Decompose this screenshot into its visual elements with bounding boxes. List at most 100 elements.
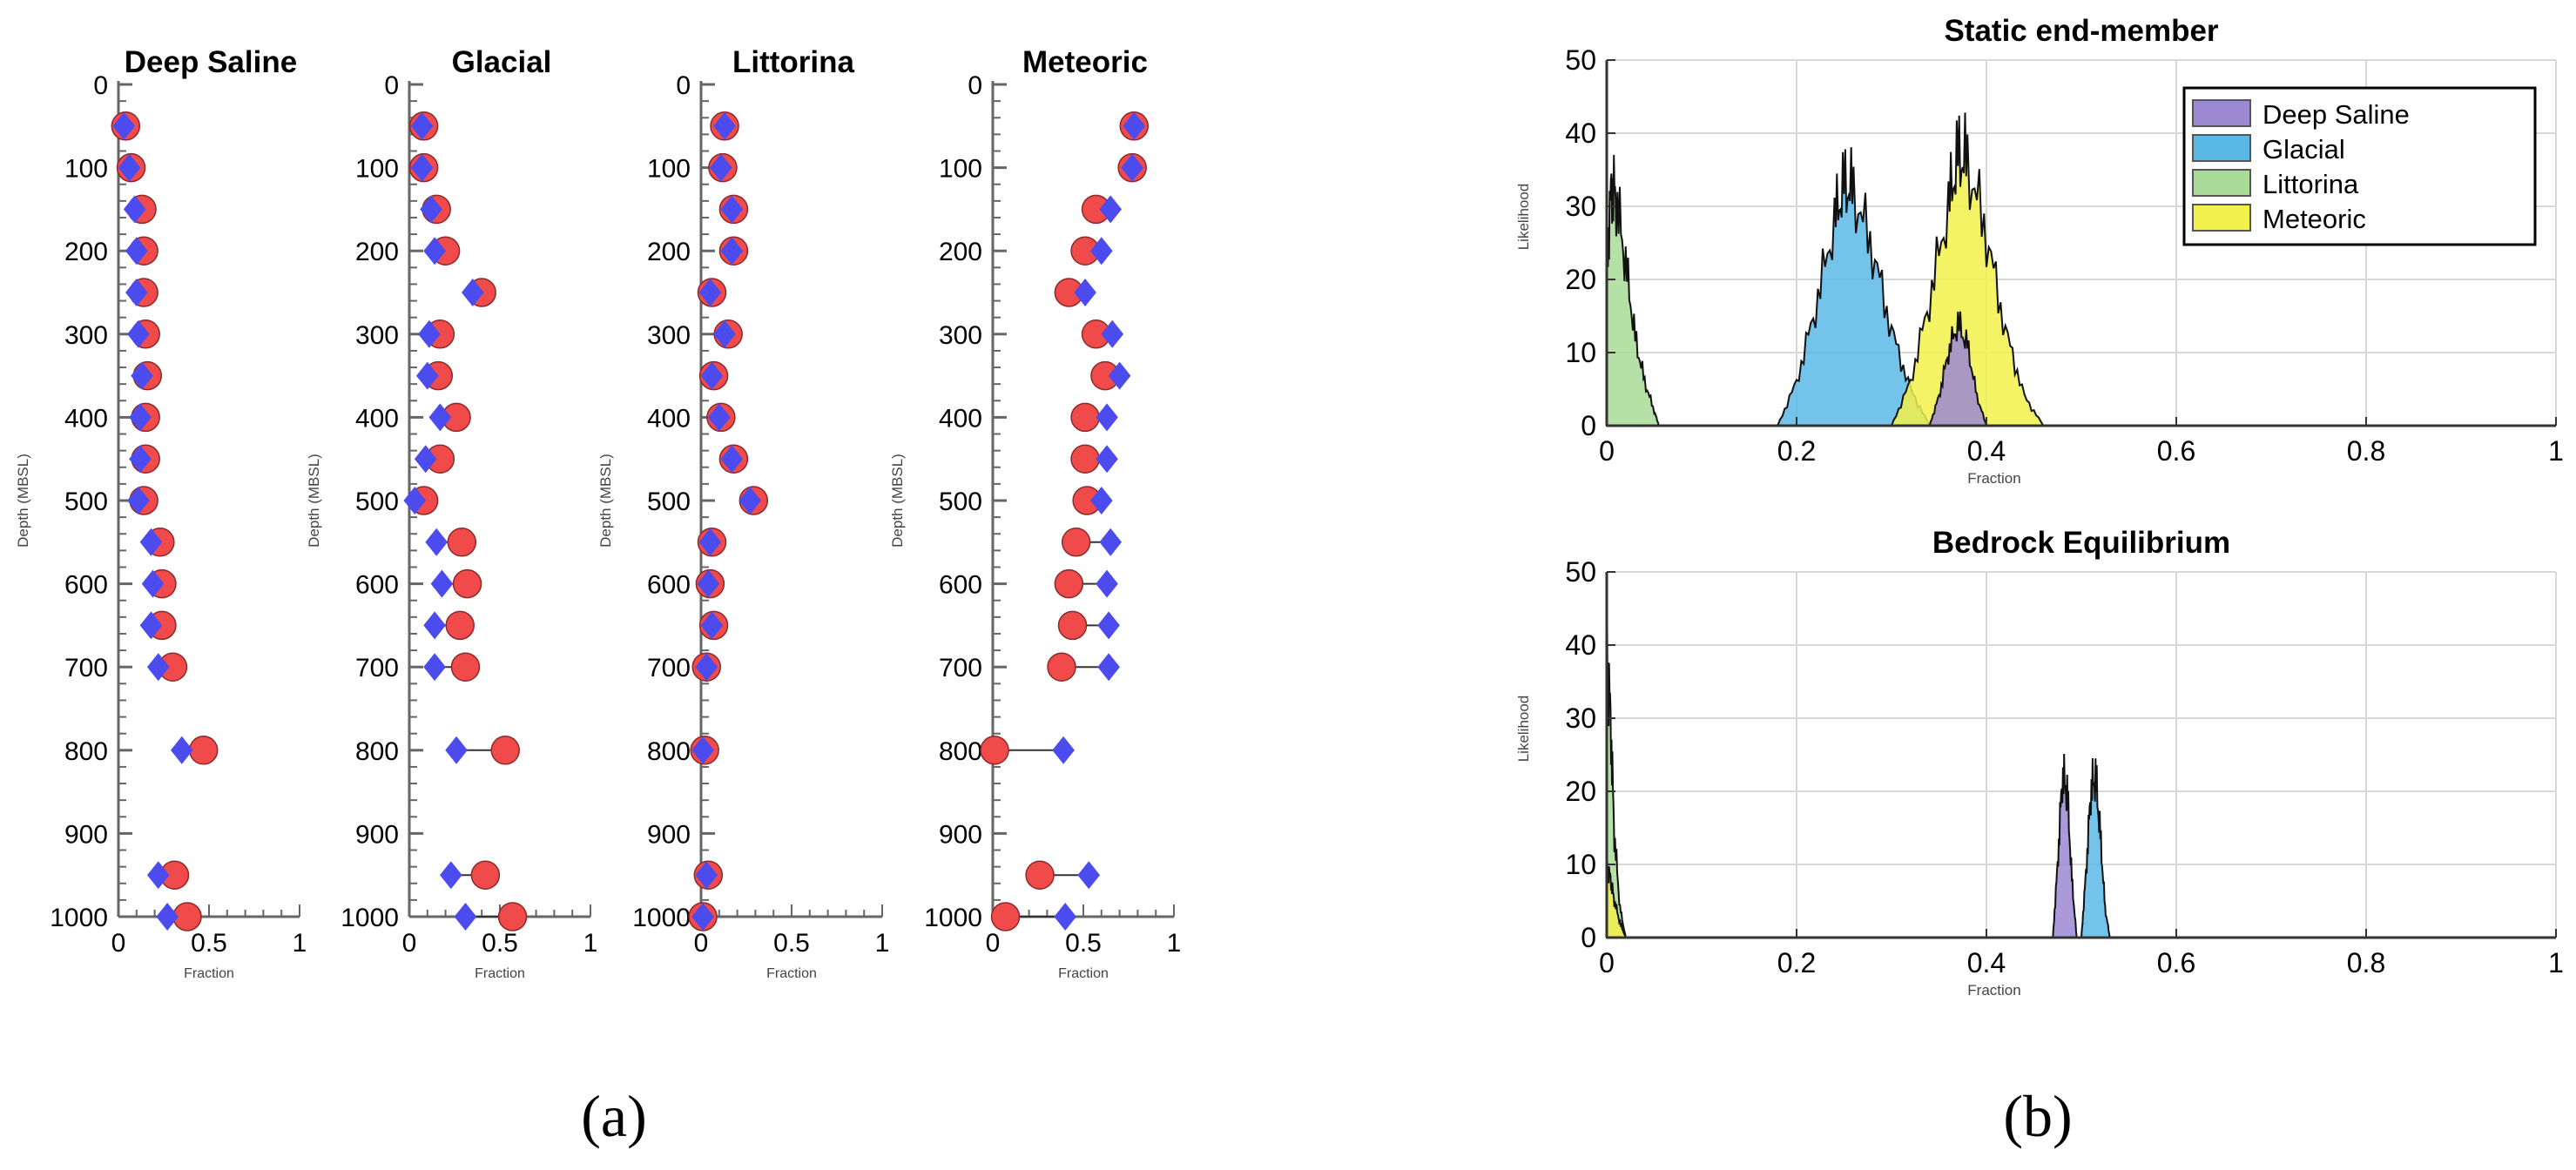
y-tick-label: 700: [647, 654, 691, 682]
y-tick-label: 0: [968, 71, 982, 100]
x-tick-label: 1: [875, 929, 890, 958]
legend-label: Deep Saline: [2262, 99, 2410, 130]
circle-point: [1054, 568, 1084, 599]
diamond-point: [420, 195, 442, 224]
circle-point: [1057, 610, 1088, 641]
x-tick-label: 0.4: [1967, 947, 2006, 978]
x-tick-label: 0: [986, 929, 1001, 958]
diamond-point: [129, 403, 152, 432]
diamond-point: [430, 569, 454, 598]
y-tick-label: 200: [939, 238, 982, 266]
y-tick-label: 20: [1565, 264, 1596, 295]
y-axis-label: Likelihood: [1515, 696, 1532, 763]
depth-chart-depth-meteoric: Meteoric 0 100 200 300 400 500 600 700 800 900 1000…: [889, 45, 1181, 981]
y-tick-label: 200: [355, 238, 399, 266]
diamond-point: [410, 153, 434, 182]
y-tick-label: 400: [939, 404, 982, 433]
y-tick-label: 900: [64, 820, 108, 849]
y-tick-label: 10: [1565, 849, 1596, 880]
x-axis-label: Fraction: [766, 966, 817, 981]
legend-label: Glacial: [2262, 134, 2345, 165]
chart-title: Bedrock Equilibrium: [1932, 526, 2230, 560]
y-axis-label: Depth (MBSL): [15, 454, 31, 548]
diamond-point: [691, 903, 714, 931]
chart-title: Meteoric: [1022, 45, 1148, 79]
x-tick-label: 1: [293, 929, 307, 958]
circle-point: [189, 736, 219, 765]
circle-point: [1070, 402, 1100, 433]
diamond-point: [125, 237, 148, 266]
circle-point: [980, 736, 1009, 765]
y-tick-label: 800: [939, 737, 982, 766]
diamond-point: [428, 403, 452, 432]
chart-title: Littorina: [732, 45, 855, 79]
diamond-point: [1121, 153, 1143, 182]
histogram-hist-static: Static end-member 0 10 20 30 40 50 0 0.2 0.4 0.6 0.…: [1515, 14, 2564, 487]
chart-title: Glacial: [452, 45, 552, 79]
diamond-point: [118, 153, 141, 182]
diamond-point: [125, 279, 148, 306]
y-tick-label: 700: [64, 654, 108, 682]
circle-point: [470, 860, 501, 890]
area-series-glacial: [2080, 757, 2111, 938]
diamond-point: [695, 861, 718, 890]
x-tick-label: 0.5: [482, 929, 518, 958]
diamond-point: [691, 736, 714, 764]
y-tick-label: 900: [355, 820, 399, 849]
diamond-point: [720, 237, 744, 266]
y-tick-label: 700: [355, 654, 399, 682]
diamond-point: [700, 611, 724, 640]
x-tick-label: 0: [1599, 435, 1615, 467]
y-tick-label: 800: [64, 737, 108, 766]
diamond-point: [414, 445, 437, 474]
x-tick-label: 0: [694, 929, 709, 958]
diamond-point: [698, 528, 722, 556]
y-tick-label: 0: [93, 71, 108, 100]
y-tick-label: 600: [64, 571, 108, 600]
diamond-point: [738, 487, 761, 514]
diamond-point: [1090, 237, 1113, 266]
y-axis-label: Likelihood: [1515, 184, 1532, 251]
circle-point: [1061, 528, 1091, 557]
diamond-point: [423, 653, 446, 682]
y-tick-label: 10: [1565, 337, 1596, 368]
x-tick-label: 0: [1599, 947, 1615, 978]
y-tick-label: 0: [676, 71, 691, 100]
y-tick-label: 100: [355, 155, 399, 184]
diamond-point: [697, 569, 720, 598]
x-axis-label: Fraction: [1058, 966, 1109, 981]
circle-point: [452, 568, 482, 599]
legend-label: Littorina: [2262, 169, 2359, 199]
histogram-hist-bedrock: Bedrock Equilibrium 0 10 20 30 40 50 0 0.2 0.4 0.6…: [1515, 526, 2564, 999]
diamond-point: [423, 237, 446, 266]
y-tick-label: 40: [1565, 118, 1596, 149]
y-tick-label: 300: [355, 321, 399, 350]
y-tick-label: 500: [939, 488, 982, 516]
diamond-point: [416, 361, 439, 390]
circle-point: [445, 610, 475, 641]
x-tick-label: 0.2: [1777, 435, 1816, 467]
depth-chart-depth-littorina: Littorina0100200300400500600700800900100…: [597, 45, 889, 981]
diamond-point: [127, 319, 150, 348]
diamond-point: [127, 487, 150, 514]
diamond-point: [1101, 319, 1124, 348]
legend-label: Meteoric: [2262, 204, 2366, 234]
diamond-point: [141, 569, 165, 598]
y-tick-label: 30: [1565, 191, 1596, 222]
diamond-point: [146, 653, 170, 682]
area-series-deep-saline: [1928, 311, 1988, 427]
diamond-point: [1099, 528, 1122, 556]
diamond-point: [139, 528, 163, 556]
diamond-point: [462, 279, 484, 306]
x-tick-label: 1: [583, 929, 598, 958]
y-tick-label: 300: [939, 321, 982, 350]
x-tick-label: 0.2: [1777, 947, 1816, 978]
y-axis-label: Depth (MBSL): [597, 454, 614, 548]
x-tick-label: 1: [2548, 947, 2564, 978]
circle-point: [1047, 652, 1076, 682]
y-tick-label: 900: [939, 820, 982, 849]
y-tick-label: 500: [647, 488, 691, 516]
y-tick-label: 1000: [341, 904, 399, 932]
x-tick-label: 0: [111, 929, 126, 958]
